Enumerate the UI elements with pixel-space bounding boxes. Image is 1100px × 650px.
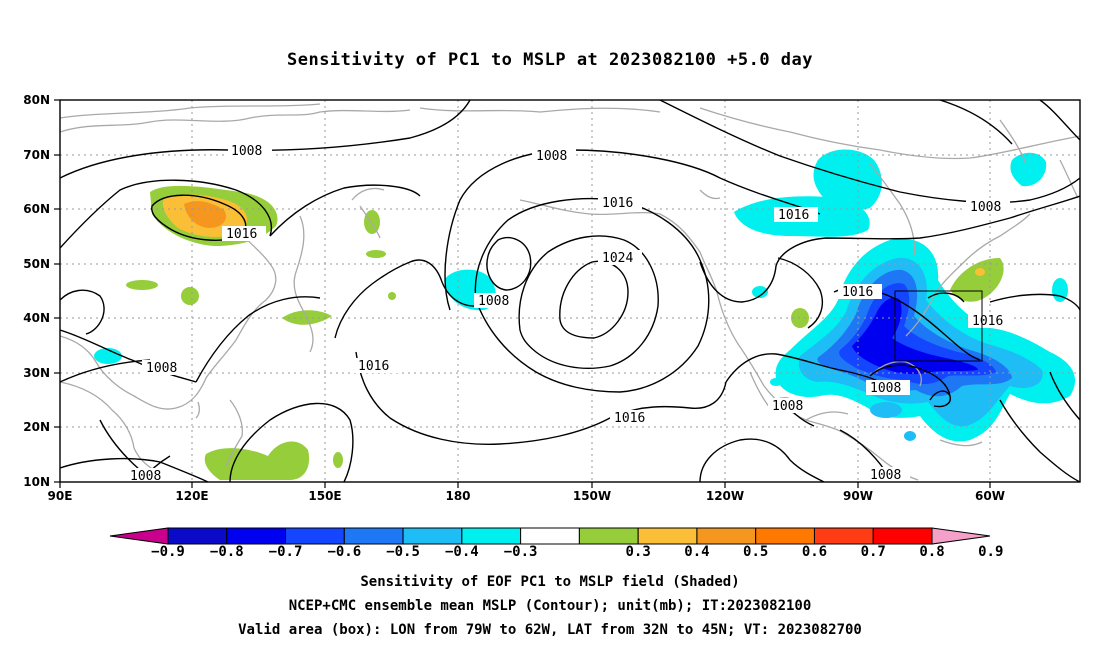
contour-label: 1016 bbox=[226, 227, 257, 242]
lon-label: 180 bbox=[445, 489, 470, 503]
caption-line-2: NCEP+CMC ensemble mean MSLP (Contour); u… bbox=[288, 598, 812, 614]
colorbar-label: −0.8 bbox=[210, 544, 244, 560]
lat-label: 50N bbox=[23, 257, 50, 271]
colorbar-cell bbox=[578, 527, 639, 545]
map-title: Sensitivity of PC1 to MSLP at 2023082100… bbox=[286, 50, 813, 70]
contour-label: 1008 bbox=[231, 144, 262, 159]
lon-label: 120E bbox=[175, 489, 208, 503]
contour-label: 1016 bbox=[614, 411, 645, 426]
contour-label: 1008 bbox=[146, 361, 177, 376]
colorbar-label: 0.9 bbox=[978, 544, 1003, 560]
colorbar-cell bbox=[285, 527, 345, 545]
colorbar-label: −0.9 bbox=[151, 544, 185, 560]
contour-label: 1008 bbox=[870, 468, 901, 483]
colorbar-cell bbox=[167, 527, 228, 545]
colorbar-cell bbox=[813, 527, 874, 545]
colorbar-cell bbox=[872, 527, 933, 545]
sensitivity-shading bbox=[94, 149, 1076, 480]
lon-label: 120W bbox=[706, 489, 744, 503]
contour-label: 1008 bbox=[536, 149, 567, 164]
colorbar-cell bbox=[755, 527, 815, 545]
lat-label: 60N bbox=[23, 202, 50, 216]
lat-label: 70N bbox=[23, 148, 50, 162]
colorbar-label: −0.4 bbox=[445, 544, 479, 560]
colorbar-cell bbox=[402, 527, 463, 545]
lat-label: 10N bbox=[23, 475, 50, 489]
lon-label: 150W bbox=[573, 489, 611, 503]
contour-label: 1008 bbox=[130, 469, 161, 484]
colorbar-max-arrow bbox=[931, 527, 991, 545]
caption-line-3: Valid area (box): LON from 79W to 62W, L… bbox=[238, 622, 862, 638]
contour-label: 1016 bbox=[842, 285, 873, 300]
lat-lon-grid bbox=[60, 100, 1080, 482]
colorbar-label: −0.7 bbox=[269, 544, 303, 560]
colorbar-label: 0.3 bbox=[626, 544, 651, 560]
colorbar-label: −0.6 bbox=[327, 544, 361, 560]
colorbar-cell bbox=[226, 527, 287, 545]
contour-label: 1008 bbox=[478, 294, 509, 309]
lat-label: 40N bbox=[23, 311, 50, 325]
axis-ticks bbox=[54, 99, 991, 488]
contour-labels: 1008 1016 1008 1016 1016 1008 1024 1008 … bbox=[126, 143, 1012, 484]
contour-label: 1016 bbox=[972, 314, 1003, 329]
lat-label: 20N bbox=[23, 420, 50, 434]
contour-label: 1008 bbox=[970, 200, 1001, 215]
contour-label: 1016 bbox=[358, 359, 389, 374]
lon-label: 90E bbox=[48, 489, 73, 503]
colorbar-cell bbox=[461, 527, 522, 545]
colorbar-label: 0.4 bbox=[684, 544, 709, 560]
colorbar-cell bbox=[696, 527, 757, 545]
contour-label: 1024 bbox=[602, 251, 633, 266]
longitude-labels: 90E 120E 150E 180 150W 120W 90W 60W bbox=[48, 489, 1005, 503]
colorbar: −0.9 −0.8 −0.7 −0.6 −0.5 −0.4 −0.3 0.3 0.4 0.5 0.6… bbox=[109, 527, 1003, 560]
colorbar-cell bbox=[343, 527, 404, 545]
contour-label: 1016 bbox=[778, 208, 809, 223]
mslp-contours bbox=[60, 100, 1080, 482]
caption-line-1: Sensitivity of EOF PC1 to MSLP field (Sh… bbox=[360, 574, 740, 590]
lat-label: 30N bbox=[23, 366, 50, 380]
colorbar-label: 0.8 bbox=[919, 544, 944, 560]
lon-label: 90W bbox=[843, 489, 873, 503]
colorbar-label: 0.7 bbox=[861, 544, 886, 560]
colorbar-cell bbox=[637, 527, 698, 545]
colorbar-label: −0.5 bbox=[386, 544, 420, 560]
map-plot-area: 1008 1016 1008 1016 1016 1008 1024 1008 … bbox=[60, 100, 1080, 484]
contour-label: 1008 bbox=[870, 381, 901, 396]
map-frame bbox=[59, 99, 1081, 483]
colorbar-label: 0.5 bbox=[743, 544, 768, 560]
contour-label: 1016 bbox=[602, 196, 633, 211]
colorbar-min-arrow bbox=[109, 527, 169, 545]
contour-label: 1008 bbox=[772, 399, 803, 414]
lon-label: 150E bbox=[308, 489, 341, 503]
lon-label: 60W bbox=[975, 489, 1005, 503]
colorbar-label: −0.3 bbox=[504, 544, 538, 560]
colorbar-label: 0.6 bbox=[802, 544, 827, 560]
colorbar-cell bbox=[520, 527, 580, 545]
valid-area-box bbox=[894, 290, 983, 362]
latitude-labels: 80N 70N 60N 50N 40N 30N 20N 10N bbox=[23, 93, 50, 489]
lat-label: 80N bbox=[23, 93, 50, 107]
